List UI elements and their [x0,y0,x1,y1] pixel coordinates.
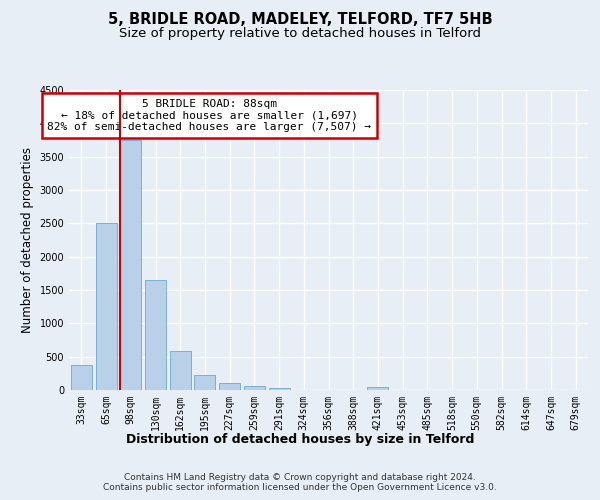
Bar [244,386,265,390]
Bar [367,386,388,390]
Bar [194,374,215,390]
Bar [120,140,141,390]
Bar [170,350,191,390]
Text: Contains HM Land Registry data © Crown copyright and database right 2024.
Contai: Contains HM Land Registry data © Crown c… [103,472,497,492]
Bar [145,280,166,390]
Text: 5 BRIDLE ROAD: 88sqm
← 18% of detached houses are smaller (1,697)
82% of semi-de: 5 BRIDLE ROAD: 88sqm ← 18% of detached h… [47,99,371,132]
Bar [269,388,290,390]
Y-axis label: Number of detached properties: Number of detached properties [21,147,34,333]
Text: Distribution of detached houses by size in Telford: Distribution of detached houses by size … [126,432,474,446]
Bar [95,224,116,390]
Bar [219,383,240,390]
Text: Size of property relative to detached houses in Telford: Size of property relative to detached ho… [119,28,481,40]
Text: 5, BRIDLE ROAD, MADELEY, TELFORD, TF7 5HB: 5, BRIDLE ROAD, MADELEY, TELFORD, TF7 5H… [107,12,493,28]
Bar [71,366,92,390]
